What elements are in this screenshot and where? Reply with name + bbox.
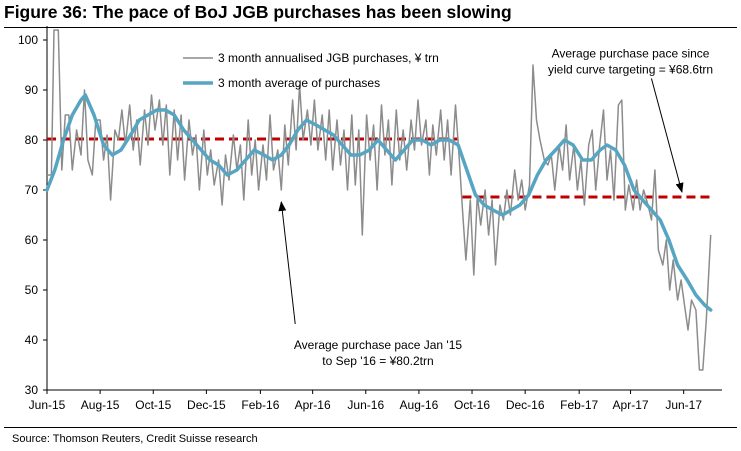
y-tick-label: 100 [18,33,38,47]
title-rule [4,27,737,28]
annotation-1-line-1: Average purchase pace Jan '15 [294,338,463,352]
annotation-1-line-2: to Sep '16 = ¥80.2trn [322,354,433,368]
y-tick-label: 60 [25,233,39,247]
y-tick-label: 30 [25,383,39,397]
x-tick-label: Aug-15 [81,398,120,412]
y-tick-label: 50 [25,283,39,297]
x-tick-label: Dec-16 [506,398,545,412]
source-rule [4,427,737,428]
annotation-1-arrow [278,201,296,325]
y-tick-label: 40 [25,333,39,347]
x-tick-label: Dec-15 [187,398,226,412]
x-tick-label: Feb-16 [241,398,279,412]
x-tick-label: Jun-15 [29,398,66,412]
x-tick-label: Oct-16 [454,398,490,412]
annotation-2-line-1: Average purchase pace since [552,47,710,61]
x-tick-label: Oct-15 [135,398,171,412]
x-tick-label: Aug-16 [400,398,439,412]
annotation-2-arrow [650,78,684,193]
x-tick-label: Feb-17 [560,398,598,412]
legend-label-average: 3 month average of purchases [218,76,380,90]
x-tick-label: Jun-16 [347,398,384,412]
source-note: Source: Thomson Reuters, Credit Suisse r… [12,433,258,445]
chart-title: Figure 36: The pace of BoJ JGB purchases… [4,2,512,22]
series-raw-purchases-line [47,29,712,371]
y-tick-label: 90 [25,83,39,97]
y-tick-label: 80 [25,133,39,147]
x-tick-label: Apr-16 [295,398,331,412]
x-tick-label: Jun-17 [665,398,702,412]
y-tick-label: 70 [25,183,39,197]
x-tick-label: Apr-17 [613,398,649,412]
annotation-2-line-2: yield curve targeting = ¥68.6trn [548,63,713,77]
line-chart: Jun-15 Aug-15 Oct-15 Dec-15 Feb-16 Apr-16 Jun-… [18,26,722,412]
legend-label-raw: 3 month annualised JGB purchases, ¥ trn [218,51,439,65]
series-3m-average-line [45,93,713,312]
